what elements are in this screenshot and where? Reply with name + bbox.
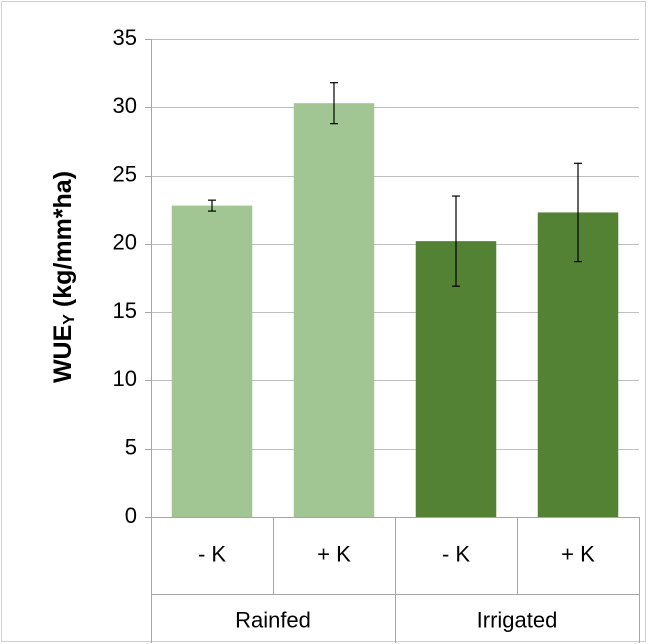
y-tick-label: 35 [113,25,137,50]
y-tick-label: 10 [113,366,137,391]
y-tick-label: 20 [113,230,137,255]
x-group-label: Rainfed [235,607,311,632]
bar [537,212,619,517]
x-group-label: Irrigated [477,607,558,632]
bars [171,103,619,518]
y-axis-title-subscript: Y [61,314,78,325]
bar [171,205,253,518]
y-tick-label: 25 [113,161,137,186]
labels: 0 5 10 15 20 25 30 35 - K + K - K + K Rainfed Irrigat… [113,25,596,633]
bar [293,103,375,517]
y-axis-title-unit: (kg/mm*ha) [49,171,77,314]
y-tick-label: 5 [125,435,137,460]
x-category-label: + K [561,541,595,566]
y-tick-label: 15 [113,298,137,323]
x-category-label: - K [442,541,470,566]
x-category-label: + K [317,541,351,566]
y-axis-title: WUEY (kg/mm*ha) [49,171,79,383]
y-tick-label: 0 [125,503,137,528]
bar [415,241,497,517]
x-category-label: - K [198,541,226,566]
axes [145,39,640,643]
y-axis-title-main: WUE [49,325,77,383]
y-tick-label: 30 [113,93,137,118]
error-bars [208,82,582,287]
